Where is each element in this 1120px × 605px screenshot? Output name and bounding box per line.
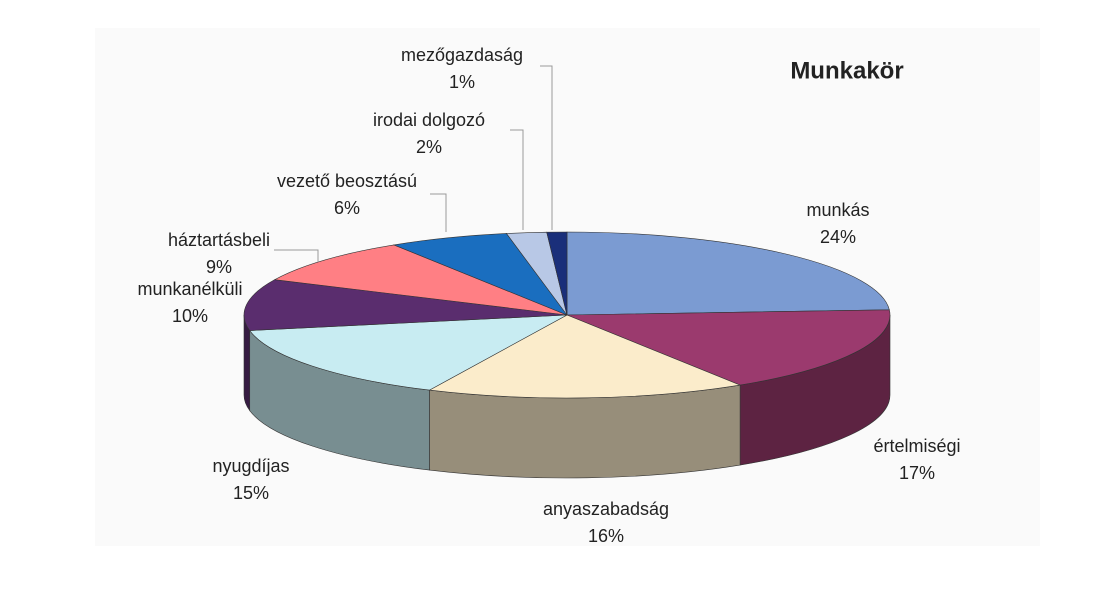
value-label: 24%	[820, 227, 856, 247]
category-label: mezőgazdaság	[401, 45, 523, 65]
leader-line	[274, 249, 319, 262]
category-label: értelmiségi	[873, 436, 960, 456]
leader-line	[510, 129, 524, 230]
pie-slice	[249, 314, 568, 391]
pie-slice	[428, 314, 742, 399]
pie-side	[429, 384, 741, 479]
pie-slice	[273, 244, 568, 316]
category-label: háztartásbeli	[168, 230, 270, 250]
category-label: munkás	[806, 200, 869, 220]
category-label: vezető beosztású	[277, 171, 417, 191]
value-label: 17%	[899, 463, 935, 483]
pie-slice	[546, 231, 568, 316]
category-label: irodai dolgozó	[373, 110, 485, 130]
value-label: 10%	[172, 306, 208, 326]
chart-title: Munkakör	[790, 57, 903, 84]
category-label: munkanélküli	[137, 279, 242, 299]
value-label: 15%	[233, 483, 269, 503]
value-label: 2%	[416, 137, 442, 157]
pie-slice	[566, 231, 890, 316]
value-label: 9%	[206, 257, 232, 277]
category-label: nyugdíjas	[212, 456, 289, 476]
leader-line	[540, 65, 553, 230]
pie-slice	[243, 279, 568, 331]
pie-slice	[566, 309, 891, 386]
value-label: 16%	[588, 526, 624, 546]
pie-slice	[392, 233, 568, 316]
leader-line	[430, 193, 447, 232]
value-label: 1%	[449, 72, 475, 92]
value-label: 6%	[334, 198, 360, 218]
category-label: anyaszabadság	[543, 499, 669, 519]
